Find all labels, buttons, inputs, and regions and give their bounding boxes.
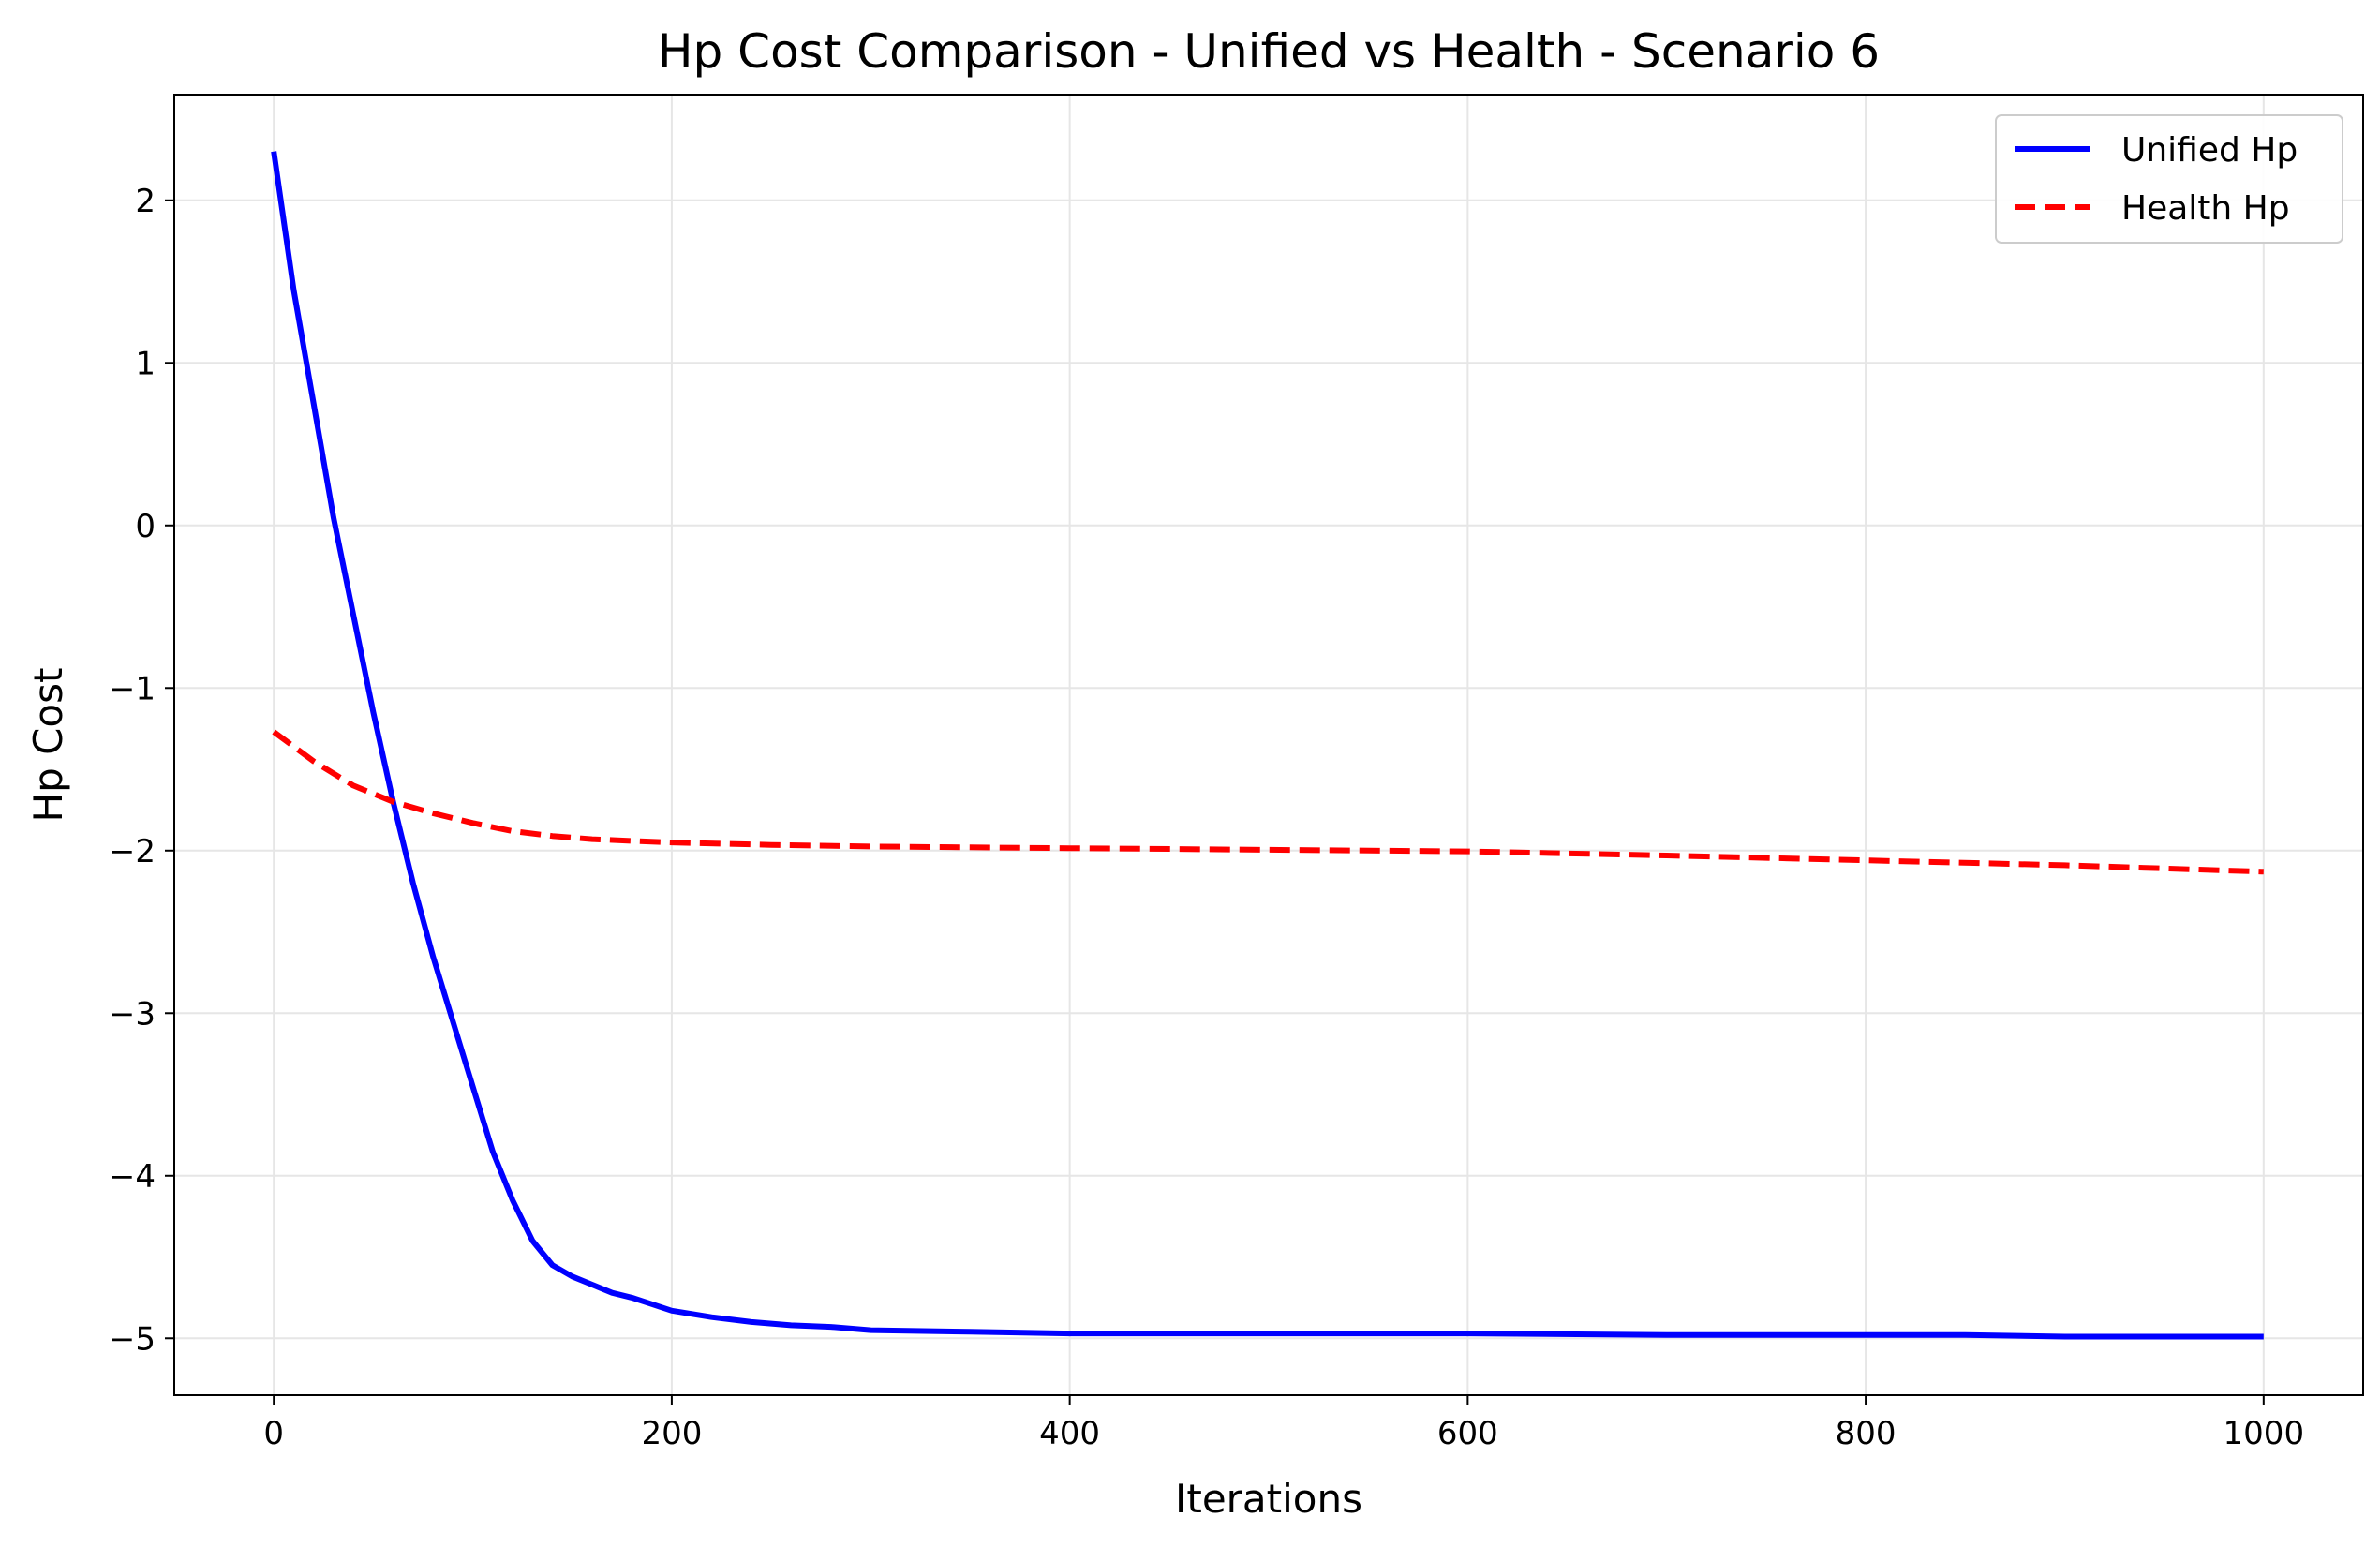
y-tick-label: 1	[135, 345, 156, 382]
y-tick-label: −1	[109, 670, 156, 707]
x-tick-label: 800	[1836, 1415, 1897, 1452]
y-tick-label: 0	[135, 508, 156, 545]
x-tick-label: 1000	[2224, 1415, 2305, 1452]
axis-ticks: 0 200 400 600 800 1000 2 1 0 −1 −2 −3 −4 −5	[109, 183, 2304, 1452]
series-line-health-hp	[272, 729, 2264, 875]
y-tick-label: −2	[109, 833, 156, 870]
legend: Unified Hp Health Hp	[1995, 114, 2343, 244]
y-tick-label: 2	[135, 183, 156, 220]
x-axis-label: Iterations	[1175, 1476, 1362, 1522]
y-axis-label: Hp Cost	[25, 668, 71, 823]
x-tick-label: 200	[641, 1415, 702, 1452]
grid-lines	[174, 95, 2363, 1395]
y-tick-label: −4	[109, 1158, 156, 1196]
x-tick-label: 0	[263, 1415, 284, 1452]
plot-frame	[173, 94, 2364, 1396]
x-tick-label: 400	[1039, 1415, 1100, 1452]
x-tick-label: 600	[1437, 1415, 1498, 1452]
legend-label-health-hp: Health Hp	[2121, 189, 2290, 228]
y-tick-label: −3	[109, 995, 156, 1033]
y-tick-label: −5	[109, 1320, 156, 1358]
series-lines	[271, 151, 2264, 1340]
series-line-unified-hp	[271, 151, 2264, 1340]
chart-title: Hp Cost Comparison - Unified vs Health -…	[658, 24, 1880, 79]
legend-label-unified-hp: Unified Hp	[2121, 131, 2298, 170]
